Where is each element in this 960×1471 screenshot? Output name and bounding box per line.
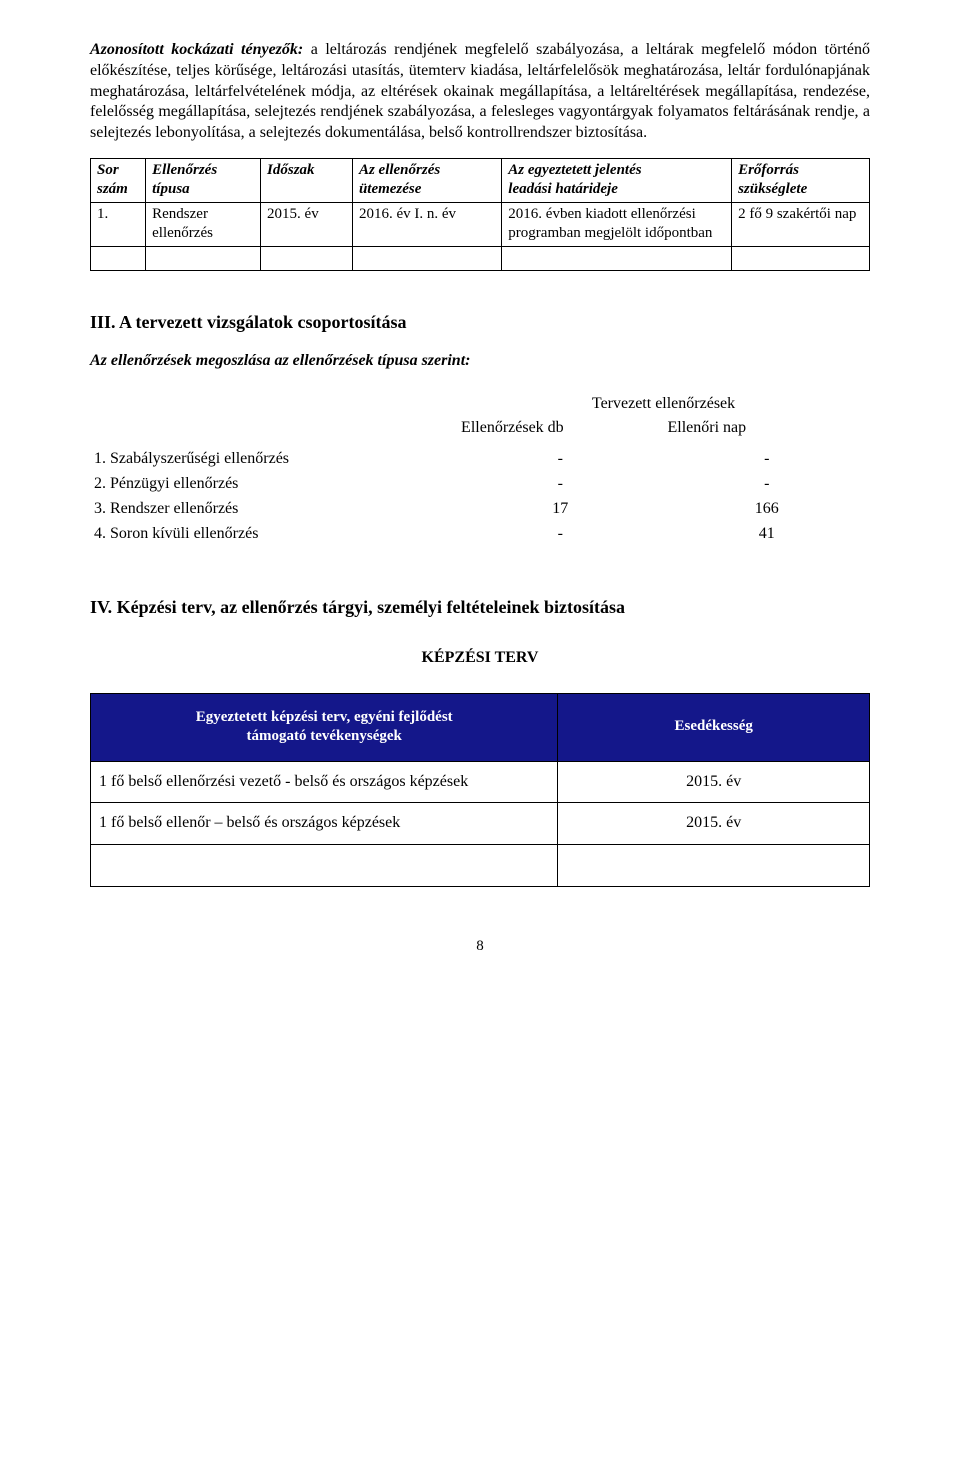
kepzesi-terv-label: KÉPZÉSI TERV <box>90 648 870 669</box>
training-header-2: Esedékesség <box>558 693 870 761</box>
dist-val: 17 <box>457 497 663 522</box>
risk-paragraph: Azonosított kockázati tényezők: a leltár… <box>90 40 870 144</box>
page-number: 8 <box>90 937 870 957</box>
dist-colhead-nap: Ellenőri nap <box>664 416 870 441</box>
training-cell: 2015. év <box>558 803 870 845</box>
cell: 2 fő 9 szakértői nap <box>732 202 870 246</box>
cell: Rendszer ellenőrzés <box>146 202 261 246</box>
distribution-table: Tervezett ellenőrzések Ellenőrzések db E… <box>90 392 870 547</box>
training-header-row: Egyeztetett képzési terv, egyéni fejlődé… <box>91 693 870 761</box>
section3-sub: Az ellenőrzések megoszlása az ellenőrzés… <box>90 351 870 372</box>
training-row: 1 fő belső ellenőr – belső és országos k… <box>91 803 870 845</box>
risk-lead: Azonosított kockázati tényezők: <box>90 41 303 58</box>
table-header-row: Sor szám Ellenőrzés típusa Időszak Az el… <box>91 158 870 202</box>
th-tipus: Ellenőrzés típusa <box>146 158 261 202</box>
dist-val: - <box>457 472 663 497</box>
th-eroforras: Erőforrás szükséglete <box>732 158 870 202</box>
cell: 1. <box>91 202 146 246</box>
table-row: 1. Rendszer ellenőrzés 2015. év 2016. év… <box>91 202 870 246</box>
cell: 2016. év I. n. év <box>352 202 501 246</box>
training-cell: 1 fő belső ellenőrzési vezető - belső és… <box>91 761 558 803</box>
training-row-empty <box>91 845 870 887</box>
training-row: 1 fő belső ellenőrzési vezető - belső és… <box>91 761 870 803</box>
th-sor: Sor szám <box>91 158 146 202</box>
inspection-table: Sor szám Ellenőrzés típusa Időszak Az el… <box>90 158 870 272</box>
th-idoszak: Időszak <box>261 158 353 202</box>
dist-colhead-db: Ellenőrzések db <box>457 416 663 441</box>
dist-val: 166 <box>664 497 870 522</box>
dist-label: 4. Soron kívüli ellenőrzés <box>90 522 457 547</box>
dist-row: 3. Rendszer ellenőrzés 17 166 <box>90 497 870 522</box>
training-cell: 2015. év <box>558 761 870 803</box>
th-hatarido: Az egyeztetett jelentés leadási határide… <box>502 158 732 202</box>
dist-label: 1. Szabályszerűségi ellenőrzés <box>90 447 457 472</box>
dist-subheader-row: Ellenőrzések db Ellenőri nap <box>90 416 870 441</box>
table-row-empty <box>91 246 870 271</box>
dist-colhead-main: Tervezett ellenőrzések <box>457 392 870 417</box>
dist-header-row: Tervezett ellenőrzések <box>90 392 870 417</box>
training-header-1: Egyeztetett képzési terv, egyéni fejlődé… <box>91 693 558 761</box>
dist-row: 1. Szabályszerűségi ellenőrzés - - <box>90 447 870 472</box>
dist-val: 41 <box>664 522 870 547</box>
dist-val: - <box>664 447 870 472</box>
section4-title: IV. Képzési terv, az ellenőrzés tárgyi, … <box>90 596 870 619</box>
dist-val: - <box>457 447 663 472</box>
cell: 2016. évben kiadott ellenőrzési programb… <box>502 202 732 246</box>
training-table: Egyeztetett képzési terv, egyéni fejlődé… <box>90 693 870 887</box>
th-utemezes: Az ellenőrzés ütemezése <box>352 158 501 202</box>
dist-label: 3. Rendszer ellenőrzés <box>90 497 457 522</box>
dist-val: - <box>457 522 663 547</box>
dist-label: 2. Pénzügyi ellenőrzés <box>90 472 457 497</box>
section3-title: III. A tervezett vizsgálatok csoportosít… <box>90 311 870 334</box>
training-cell: 1 fő belső ellenőr – belső és országos k… <box>91 803 558 845</box>
dist-row: 2. Pénzügyi ellenőrzés - - <box>90 472 870 497</box>
dist-val: - <box>664 472 870 497</box>
cell: 2015. év <box>261 202 353 246</box>
dist-row: 4. Soron kívüli ellenőrzés - 41 <box>90 522 870 547</box>
